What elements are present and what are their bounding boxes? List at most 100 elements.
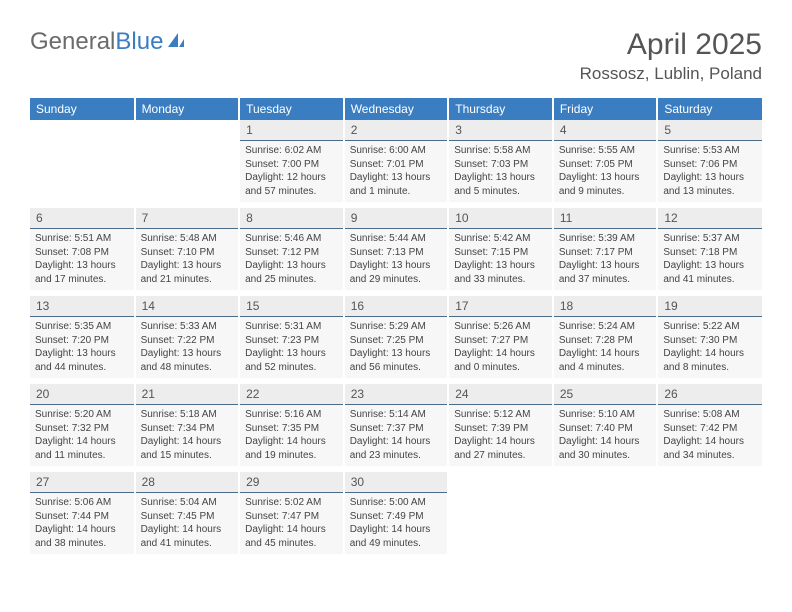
calendar-cell: 17Sunrise: 5:26 AMSunset: 7:27 PMDayligh…: [448, 293, 553, 381]
sunset-line: Sunset: 7:32 PM: [35, 422, 129, 436]
calendar-cell: 14Sunrise: 5:33 AMSunset: 7:22 PMDayligh…: [135, 293, 240, 381]
sunrise-line: Sunrise: 5:18 AM: [141, 408, 234, 422]
calendar-cell: 4Sunrise: 5:55 AMSunset: 7:05 PMDaylight…: [553, 120, 658, 205]
day-details: Sunrise: 5:29 AMSunset: 7:25 PMDaylight:…: [345, 317, 448, 378]
sunset-line: Sunset: 7:01 PM: [350, 158, 443, 172]
day-header-tuesday: Tuesday: [239, 98, 344, 120]
day-number: 11: [554, 208, 657, 229]
sunrise-line: Sunrise: 5:53 AM: [663, 144, 757, 158]
sunrise-line: Sunrise: 5:46 AM: [245, 232, 338, 246]
calendar-cell: [135, 120, 240, 205]
sunrise-line: Sunrise: 5:39 AM: [559, 232, 652, 246]
calendar-row: 20Sunrise: 5:20 AMSunset: 7:32 PMDayligh…: [30, 381, 762, 469]
sunrise-line: Sunrise: 5:22 AM: [663, 320, 757, 334]
calendar-cell: 20Sunrise: 5:20 AMSunset: 7:32 PMDayligh…: [30, 381, 135, 469]
daylight-line: Daylight: 13 hours and 29 minutes.: [350, 259, 443, 286]
logo: GeneralBlue: [30, 28, 186, 56]
day-number: 25: [554, 384, 657, 405]
daylight-line: Daylight: 12 hours and 57 minutes.: [245, 171, 338, 198]
day-details: Sunrise: 5:04 AMSunset: 7:45 PMDaylight:…: [136, 493, 239, 554]
day-details: Sunrise: 5:35 AMSunset: 7:20 PMDaylight:…: [30, 317, 134, 378]
day-number: 23: [345, 384, 448, 405]
day-number: 4: [554, 120, 657, 141]
sunrise-line: Sunrise: 5:51 AM: [35, 232, 129, 246]
day-number: 16: [345, 296, 448, 317]
day-number: 22: [240, 384, 343, 405]
calendar-cell: 12Sunrise: 5:37 AMSunset: 7:18 PMDayligh…: [657, 205, 762, 293]
day-number: 18: [554, 296, 657, 317]
day-details: Sunrise: 5:08 AMSunset: 7:42 PMDaylight:…: [658, 405, 762, 466]
sunrise-line: Sunrise: 5:10 AM: [559, 408, 652, 422]
day-number: 10: [449, 208, 552, 229]
sunset-line: Sunset: 7:28 PM: [559, 334, 652, 348]
calendar-cell: 13Sunrise: 5:35 AMSunset: 7:20 PMDayligh…: [30, 293, 135, 381]
sunset-line: Sunset: 7:27 PM: [454, 334, 547, 348]
day-number: 6: [30, 208, 134, 229]
calendar-cell: 6Sunrise: 5:51 AMSunset: 7:08 PMDaylight…: [30, 205, 135, 293]
calendar-row: 27Sunrise: 5:06 AMSunset: 7:44 PMDayligh…: [30, 469, 762, 554]
calendar-cell: 9Sunrise: 5:44 AMSunset: 7:13 PMDaylight…: [344, 205, 449, 293]
day-details: Sunrise: 5:33 AMSunset: 7:22 PMDaylight:…: [136, 317, 239, 378]
logo-text-blue: Blue: [115, 28, 163, 56]
calendar-cell: 29Sunrise: 5:02 AMSunset: 7:47 PMDayligh…: [239, 469, 344, 554]
daylight-line: Daylight: 14 hours and 8 minutes.: [663, 347, 757, 374]
calendar-cell: 11Sunrise: 5:39 AMSunset: 7:17 PMDayligh…: [553, 205, 658, 293]
sunrise-line: Sunrise: 5:24 AM: [559, 320, 652, 334]
day-number: 13: [30, 296, 134, 317]
daylight-line: Daylight: 14 hours and 23 minutes.: [350, 435, 443, 462]
day-details: Sunrise: 5:37 AMSunset: 7:18 PMDaylight:…: [658, 229, 762, 290]
calendar-cell: 26Sunrise: 5:08 AMSunset: 7:42 PMDayligh…: [657, 381, 762, 469]
sunrise-line: Sunrise: 5:29 AM: [350, 320, 443, 334]
day-number: 2: [345, 120, 448, 141]
sunrise-line: Sunrise: 5:14 AM: [350, 408, 443, 422]
calendar-cell: 8Sunrise: 5:46 AMSunset: 7:12 PMDaylight…: [239, 205, 344, 293]
day-details: Sunrise: 5:24 AMSunset: 7:28 PMDaylight:…: [554, 317, 657, 378]
sunrise-line: Sunrise: 5:31 AM: [245, 320, 338, 334]
daylight-line: Daylight: 13 hours and 9 minutes.: [559, 171, 652, 198]
calendar-cell: 10Sunrise: 5:42 AMSunset: 7:15 PMDayligh…: [448, 205, 553, 293]
day-number: 29: [240, 472, 343, 493]
daylight-line: Daylight: 13 hours and 48 minutes.: [141, 347, 234, 374]
day-header-friday: Friday: [553, 98, 658, 120]
day-number: 9: [345, 208, 448, 229]
sunrise-line: Sunrise: 5:26 AM: [454, 320, 547, 334]
sunset-line: Sunset: 7:06 PM: [663, 158, 757, 172]
sunrise-line: Sunrise: 5:02 AM: [245, 496, 338, 510]
sunrise-line: Sunrise: 5:58 AM: [454, 144, 547, 158]
calendar-cell: 15Sunrise: 5:31 AMSunset: 7:23 PMDayligh…: [239, 293, 344, 381]
calendar-cell: [30, 120, 135, 205]
day-number: 20: [30, 384, 134, 405]
daylight-line: Daylight: 13 hours and 13 minutes.: [663, 171, 757, 198]
day-details: Sunrise: 5:22 AMSunset: 7:30 PMDaylight:…: [658, 317, 762, 378]
daylight-line: Daylight: 14 hours and 27 minutes.: [454, 435, 547, 462]
calendar-row: 6Sunrise: 5:51 AMSunset: 7:08 PMDaylight…: [30, 205, 762, 293]
day-header-monday: Monday: [135, 98, 240, 120]
calendar-cell: 7Sunrise: 5:48 AMSunset: 7:10 PMDaylight…: [135, 205, 240, 293]
calendar-row: 1Sunrise: 6:02 AMSunset: 7:00 PMDaylight…: [30, 120, 762, 205]
daylight-line: Daylight: 13 hours and 44 minutes.: [35, 347, 129, 374]
daylight-line: Daylight: 14 hours and 45 minutes.: [245, 523, 338, 550]
daylight-line: Daylight: 13 hours and 33 minutes.: [454, 259, 547, 286]
day-details: Sunrise: 5:51 AMSunset: 7:08 PMDaylight:…: [30, 229, 134, 290]
day-details: Sunrise: 5:46 AMSunset: 7:12 PMDaylight:…: [240, 229, 343, 290]
sunset-line: Sunset: 7:47 PM: [245, 510, 338, 524]
calendar-cell: 1Sunrise: 6:02 AMSunset: 7:00 PMDaylight…: [239, 120, 344, 205]
day-details: Sunrise: 5:00 AMSunset: 7:49 PMDaylight:…: [345, 493, 448, 554]
calendar-cell: 3Sunrise: 5:58 AMSunset: 7:03 PMDaylight…: [448, 120, 553, 205]
day-details: Sunrise: 5:02 AMSunset: 7:47 PMDaylight:…: [240, 493, 343, 554]
sunset-line: Sunset: 7:12 PM: [245, 246, 338, 260]
calendar-cell: 16Sunrise: 5:29 AMSunset: 7:25 PMDayligh…: [344, 293, 449, 381]
calendar-body: 1Sunrise: 6:02 AMSunset: 7:00 PMDaylight…: [30, 120, 762, 554]
daylight-line: Daylight: 14 hours and 19 minutes.: [245, 435, 338, 462]
sunset-line: Sunset: 7:45 PM: [141, 510, 234, 524]
day-number: 3: [449, 120, 552, 141]
day-details: Sunrise: 5:10 AMSunset: 7:40 PMDaylight:…: [554, 405, 657, 466]
calendar-cell: 23Sunrise: 5:14 AMSunset: 7:37 PMDayligh…: [344, 381, 449, 469]
sunrise-line: Sunrise: 5:37 AM: [663, 232, 757, 246]
calendar-cell: [448, 469, 553, 554]
day-details: Sunrise: 5:42 AMSunset: 7:15 PMDaylight:…: [449, 229, 552, 290]
day-number: 17: [449, 296, 552, 317]
day-number: 24: [449, 384, 552, 405]
day-details: Sunrise: 5:39 AMSunset: 7:17 PMDaylight:…: [554, 229, 657, 290]
daylight-line: Daylight: 13 hours and 1 minute.: [350, 171, 443, 198]
